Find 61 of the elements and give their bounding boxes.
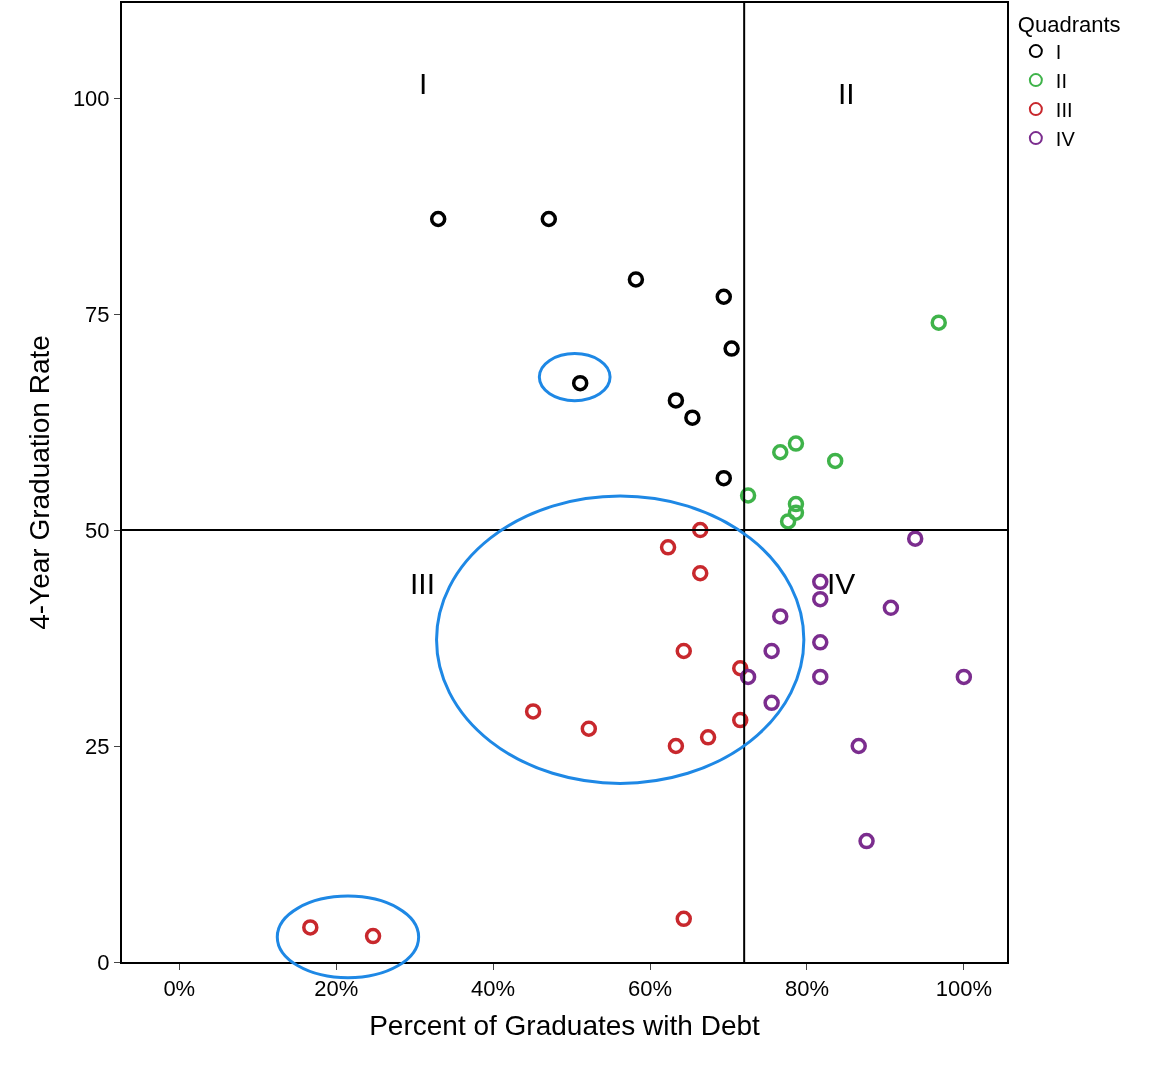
point — [684, 409, 701, 426]
point — [667, 392, 685, 409]
point — [540, 210, 558, 228]
point — [675, 910, 693, 928]
point — [302, 919, 319, 936]
legend-label: III — [1055, 98, 1073, 121]
point — [524, 703, 542, 720]
point — [763, 694, 780, 712]
point — [812, 590, 829, 608]
point — [779, 513, 797, 530]
x-tick-label: 80% — [784, 976, 829, 1002]
point — [772, 444, 789, 461]
point — [571, 374, 589, 392]
point — [787, 504, 805, 521]
x-tick-label: 40% — [471, 976, 516, 1002]
point — [723, 340, 740, 357]
annotation: I — [419, 67, 428, 100]
x-axis-title: Percent of Graduates with Debt — [369, 1010, 761, 1041]
legend-label: II — [1055, 69, 1067, 92]
point — [930, 314, 947, 331]
point — [787, 495, 805, 513]
point — [882, 599, 900, 617]
annotation: III — [410, 567, 436, 600]
point — [850, 737, 867, 755]
point — [699, 729, 717, 746]
point — [858, 832, 875, 850]
point — [763, 642, 780, 660]
legend-label: IV — [1055, 127, 1076, 150]
x-tick-label: 20% — [314, 976, 359, 1002]
point — [580, 720, 598, 737]
point — [659, 539, 677, 556]
point — [955, 668, 973, 686]
legend-title: Quadrants — [1017, 11, 1121, 37]
point — [812, 634, 829, 651]
y-tick-label: 100 — [72, 85, 110, 111]
y-tick-label: 25 — [85, 733, 110, 759]
point — [826, 452, 844, 470]
point — [675, 642, 693, 660]
point — [429, 210, 447, 228]
x-tick-label: 0% — [163, 976, 196, 1002]
point — [812, 668, 829, 686]
point — [812, 573, 829, 591]
point — [667, 737, 685, 755]
y-tick-label: 50 — [85, 517, 110, 543]
y-tick-label: 0 — [97, 949, 110, 975]
point — [691, 564, 709, 582]
point — [715, 469, 733, 487]
point — [364, 927, 382, 945]
point — [772, 608, 789, 625]
legend-label: I — [1055, 40, 1062, 63]
y-tick-label: 75 — [85, 301, 110, 327]
y-axis-title: 4-Year Graduation Rate — [24, 335, 56, 630]
annotation: II — [838, 77, 855, 110]
point — [732, 711, 749, 729]
point — [906, 530, 924, 547]
point — [627, 271, 645, 288]
point — [787, 435, 805, 452]
x-tick-label: 60% — [628, 976, 673, 1002]
x-tick-label: 100% — [935, 976, 992, 1002]
point — [715, 288, 733, 305]
annotation: IV — [827, 567, 856, 600]
